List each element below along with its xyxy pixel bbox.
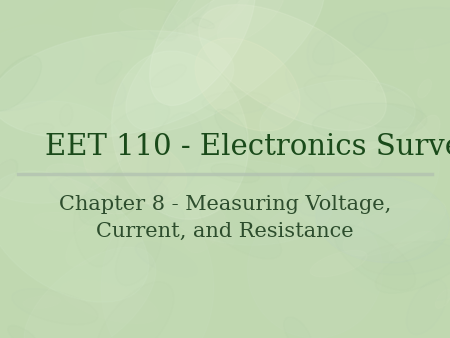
Ellipse shape <box>349 116 382 167</box>
Ellipse shape <box>24 247 156 338</box>
Ellipse shape <box>112 51 248 219</box>
Ellipse shape <box>147 112 203 199</box>
Ellipse shape <box>343 199 446 256</box>
Ellipse shape <box>364 209 450 254</box>
Ellipse shape <box>31 35 126 106</box>
Ellipse shape <box>131 0 178 41</box>
Ellipse shape <box>92 0 137 69</box>
Ellipse shape <box>215 109 247 142</box>
Ellipse shape <box>260 102 301 129</box>
Ellipse shape <box>101 203 214 338</box>
Ellipse shape <box>126 0 324 131</box>
Ellipse shape <box>211 164 259 183</box>
Ellipse shape <box>66 213 117 266</box>
Ellipse shape <box>412 115 440 153</box>
Text: EET 110 - Electronics Survey: EET 110 - Electronics Survey <box>45 133 450 161</box>
Ellipse shape <box>334 225 415 290</box>
Ellipse shape <box>60 104 72 126</box>
Ellipse shape <box>150 0 255 105</box>
Ellipse shape <box>0 55 41 111</box>
Ellipse shape <box>46 164 131 214</box>
Ellipse shape <box>217 0 284 44</box>
Ellipse shape <box>239 32 262 57</box>
Ellipse shape <box>312 103 427 141</box>
Ellipse shape <box>376 77 407 92</box>
Ellipse shape <box>90 119 142 205</box>
Ellipse shape <box>300 177 374 216</box>
Ellipse shape <box>353 7 450 50</box>
Ellipse shape <box>375 239 450 293</box>
Ellipse shape <box>34 212 90 232</box>
Ellipse shape <box>0 160 18 194</box>
Ellipse shape <box>286 64 330 115</box>
Ellipse shape <box>63 145 111 201</box>
Ellipse shape <box>119 8 184 32</box>
Ellipse shape <box>0 101 123 203</box>
Ellipse shape <box>281 102 439 236</box>
Ellipse shape <box>95 282 174 338</box>
Ellipse shape <box>96 61 122 84</box>
Ellipse shape <box>60 280 158 324</box>
Ellipse shape <box>0 0 65 31</box>
Ellipse shape <box>313 11 387 65</box>
Ellipse shape <box>195 38 300 131</box>
Ellipse shape <box>164 0 211 30</box>
Ellipse shape <box>260 80 415 157</box>
Ellipse shape <box>199 5 386 130</box>
Ellipse shape <box>8 325 39 338</box>
Ellipse shape <box>151 65 186 87</box>
Ellipse shape <box>316 177 449 263</box>
Ellipse shape <box>310 250 367 277</box>
Ellipse shape <box>50 171 168 210</box>
Ellipse shape <box>418 79 432 98</box>
Ellipse shape <box>0 25 84 111</box>
Text: Chapter 8 - Measuring Voltage,
Current, and Resistance: Chapter 8 - Measuring Voltage, Current, … <box>59 195 391 241</box>
Ellipse shape <box>284 317 312 338</box>
Ellipse shape <box>436 289 450 308</box>
Ellipse shape <box>0 160 15 197</box>
Ellipse shape <box>184 23 235 45</box>
Ellipse shape <box>0 30 234 139</box>
Ellipse shape <box>288 165 314 195</box>
Ellipse shape <box>111 73 154 147</box>
Ellipse shape <box>0 171 148 302</box>
Ellipse shape <box>307 31 334 77</box>
Ellipse shape <box>165 0 212 45</box>
Ellipse shape <box>182 185 226 253</box>
Ellipse shape <box>248 203 382 338</box>
Ellipse shape <box>24 123 54 133</box>
Ellipse shape <box>162 161 333 245</box>
Ellipse shape <box>99 103 170 152</box>
Ellipse shape <box>101 196 123 229</box>
Ellipse shape <box>185 0 254 40</box>
Ellipse shape <box>84 134 186 204</box>
Ellipse shape <box>192 18 215 29</box>
Ellipse shape <box>247 167 309 224</box>
Ellipse shape <box>389 231 435 262</box>
